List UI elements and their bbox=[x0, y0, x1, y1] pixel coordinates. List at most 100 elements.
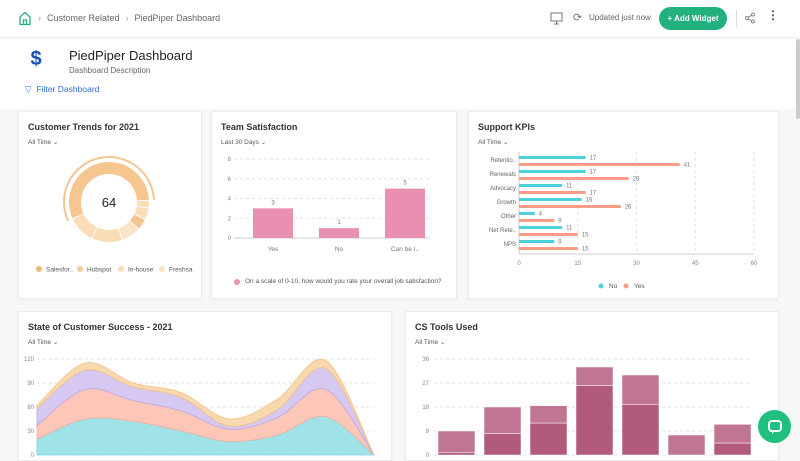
page-title: PiedPiper Dashboard bbox=[69, 48, 193, 63]
data-label: 28 bbox=[633, 177, 640, 183]
legend-dot bbox=[77, 266, 83, 272]
y-tick-label: Retentio.. bbox=[490, 158, 516, 164]
y-tick-label: 6 bbox=[228, 177, 232, 183]
bar-segment bbox=[483, 433, 522, 456]
breadcrumb-customer-related[interactable]: Customer Related bbox=[47, 13, 120, 23]
data-label: 17 bbox=[590, 156, 597, 162]
widget-title: State of Customer Success - 2021 bbox=[28, 322, 173, 332]
legend-label: Salesfor.. bbox=[46, 267, 73, 274]
bar-segment bbox=[575, 385, 614, 456]
home-icon[interactable] bbox=[18, 11, 32, 26]
widget-title: Support KPIs bbox=[478, 122, 536, 132]
data-label: 26 bbox=[625, 205, 632, 211]
legend-label: On a scale of 0-10, how would you rate y… bbox=[245, 278, 442, 285]
bar-segment bbox=[437, 430, 476, 453]
data-label: 15 bbox=[582, 247, 589, 253]
legend-dot bbox=[234, 278, 240, 285]
range-dropdown[interactable]: All Time ⌄ bbox=[478, 139, 509, 146]
breadcrumb-dashboard[interactable]: PiedPiper Dashboard bbox=[134, 13, 221, 23]
bar bbox=[319, 228, 359, 238]
dashboard-header: $ PiedPiper Dashboard Dashboard Descript… bbox=[0, 39, 800, 109]
divider bbox=[736, 10, 737, 27]
donut-slice bbox=[72, 214, 97, 238]
filter-dashboard-link[interactable]: ▽ Filter Dashboard bbox=[25, 84, 99, 95]
range-dropdown[interactable]: All Time ⌄ bbox=[28, 339, 59, 346]
share-icon[interactable] bbox=[744, 12, 756, 24]
x-tick-label: 30 bbox=[633, 261, 640, 267]
y-tick-label: Other bbox=[501, 214, 516, 220]
dashboard-logo: $ bbox=[30, 48, 42, 70]
widget-customer-trends: Customer Trends for 2021 All Time ⌄ 64 Sa… bbox=[18, 111, 202, 299]
bar-no bbox=[519, 212, 535, 215]
bar-segment bbox=[529, 422, 568, 456]
bar bbox=[385, 188, 425, 238]
more-options-icon[interactable]: ⋮ bbox=[767, 8, 779, 22]
widget-title: CS Tools Used bbox=[415, 322, 478, 332]
range-dropdown[interactable]: All Time ⌄ bbox=[28, 139, 59, 146]
add-widget-button[interactable]: + Add Widget bbox=[659, 7, 727, 30]
chat-icon bbox=[767, 419, 782, 434]
bar bbox=[253, 208, 293, 238]
data-label: 5 bbox=[403, 181, 407, 187]
y-tick-label: NPS bbox=[504, 242, 516, 248]
monitor-icon[interactable] bbox=[550, 12, 563, 25]
data-label: 16 bbox=[586, 198, 593, 204]
donut-slice bbox=[134, 206, 149, 219]
kpis-bar-chart: 0 15 30 45 60 Retentio.. 17 41 Renewals 17 28 Advoc… bbox=[489, 152, 758, 290]
y-tick-label: 36 bbox=[422, 357, 429, 363]
bar-yes bbox=[519, 163, 680, 166]
range-label: Last 30 Days bbox=[221, 139, 259, 146]
legend-label: Yes bbox=[634, 283, 645, 290]
legend-label: Hubspot bbox=[87, 267, 111, 274]
breadcrumb: › Customer Related › PiedPiper Dashboard bbox=[38, 13, 220, 23]
bar-no bbox=[519, 184, 563, 187]
bar-yes bbox=[519, 233, 578, 236]
x-tick-label: 15 bbox=[574, 261, 581, 267]
bar-segment bbox=[483, 406, 522, 434]
y-tick-label: 2 bbox=[228, 216, 232, 222]
y-tick-label: Renewals bbox=[490, 172, 516, 178]
data-label: 11 bbox=[566, 226, 573, 232]
bar-segment bbox=[621, 404, 660, 456]
chat-button[interactable] bbox=[758, 410, 791, 443]
y-tick-label: 90 bbox=[27, 381, 34, 387]
x-tick-label: No bbox=[335, 246, 344, 253]
legend-dot bbox=[36, 266, 42, 272]
data-label: 3 bbox=[271, 200, 275, 206]
team-bar-chart: 0 2 4 6 8 3 Yes 1 No 5 Can be I.. bbox=[228, 157, 430, 253]
legend-dot bbox=[598, 283, 604, 289]
bar-no bbox=[519, 198, 582, 201]
range-dropdown[interactable]: Last 30 Days ⌄ bbox=[221, 139, 267, 146]
data-label: 17 bbox=[590, 170, 597, 176]
bar-yes bbox=[519, 191, 586, 194]
widget-cs-tools: CS Tools Used All Time ⌄ 0 9 18 27 36 bbox=[405, 311, 779, 461]
donut-slice bbox=[136, 200, 149, 208]
x-tick-label: 60 bbox=[751, 261, 758, 267]
range-dropdown[interactable]: All Time ⌄ bbox=[415, 339, 446, 346]
data-label: 17 bbox=[590, 191, 597, 197]
y-tick-label: 60 bbox=[27, 405, 34, 411]
bar-yes bbox=[519, 205, 621, 208]
data-label: 9 bbox=[558, 219, 562, 225]
refresh-icon[interactable]: ⟳ bbox=[573, 12, 583, 24]
y-tick-label: 4 bbox=[228, 197, 232, 203]
range-label: All Time bbox=[478, 139, 502, 146]
data-label: 15 bbox=[582, 233, 589, 239]
y-tick-label: 30 bbox=[27, 429, 34, 435]
range-label: All Time bbox=[28, 339, 52, 346]
legend-label: Freshsa bbox=[169, 267, 193, 274]
filter-icon: ▽ bbox=[25, 84, 32, 94]
data-label: 1 bbox=[337, 220, 341, 226]
updated-status: Updated just now bbox=[589, 13, 651, 22]
donut-slice bbox=[92, 227, 122, 242]
donut-chart: 64 Salesfor.. Hubspot In-house Freshsa bbox=[36, 156, 193, 274]
legend-label: In-house bbox=[128, 267, 154, 274]
donut-slice bbox=[118, 221, 139, 240]
widget-title: Customer Trends for 2021 bbox=[28, 122, 140, 132]
top-bar: › Customer Related › PiedPiper Dashboard… bbox=[0, 0, 800, 38]
scrollbar[interactable] bbox=[796, 39, 800, 119]
x-tick-label: Yes bbox=[268, 246, 279, 253]
bar-segment bbox=[713, 424, 752, 444]
bar-segment bbox=[667, 434, 706, 456]
